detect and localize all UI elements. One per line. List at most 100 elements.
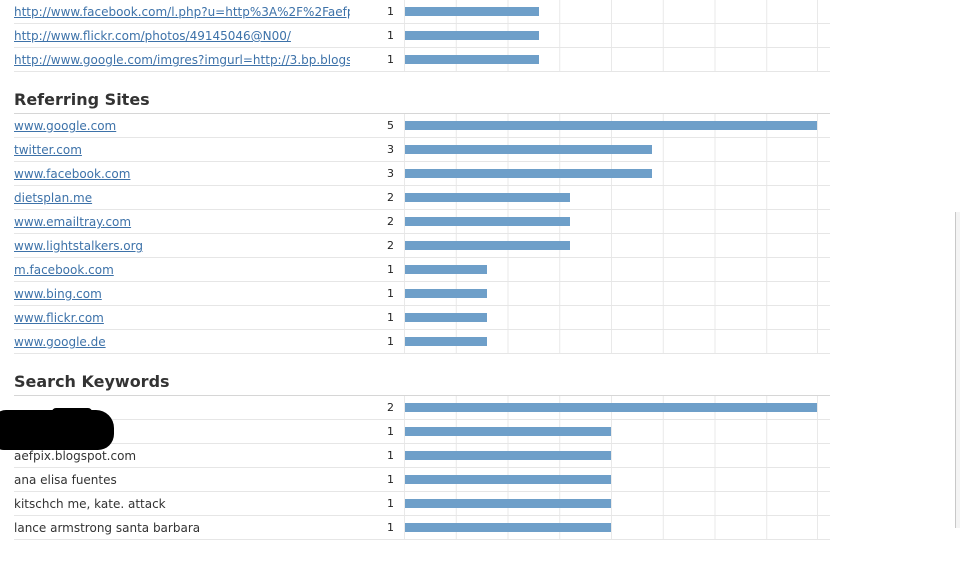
referring-site-bar-track <box>404 306 818 329</box>
referring-site-bar-track <box>404 114 818 137</box>
search-keyword-bar <box>405 403 817 412</box>
referring-site-bar-track <box>404 186 818 209</box>
referring-site-link[interactable]: www.facebook.com <box>14 167 131 181</box>
search-keyword-bar-track <box>404 468 818 491</box>
top-link-link[interactable]: http://www.google.com/imgres?imgurl=http… <box>14 53 350 67</box>
referring-site-bar-track <box>404 330 818 353</box>
search-keyword-row: lance armstrong santa barbara 1 <box>14 516 830 540</box>
referring-site-link[interactable]: www.lightstalkers.org <box>14 239 143 253</box>
referring-site-count: 2 <box>387 239 394 252</box>
referring-site-bar-track <box>404 138 818 161</box>
top-link-count: 1 <box>387 29 394 42</box>
top-link-bar <box>405 7 539 16</box>
referring-site-bar <box>405 337 487 346</box>
top-link-row: http://www.facebook.com/l.php?u=http%3A%… <box>14 0 830 24</box>
redaction-mark <box>0 408 114 450</box>
referring-site-row: www.google.de 1 <box>14 330 830 354</box>
referring-site-bar <box>405 169 652 178</box>
search-keyword-row: kitschch me, kate. attack 1 <box>14 492 830 516</box>
referring-site-row: www.facebook.com 3 <box>14 162 830 186</box>
referring-site-link[interactable]: dietsplan.me <box>14 191 93 205</box>
referring-sites-list: www.google.com 5 twitter.com 3 www.facebook.… <box>14 114 830 354</box>
search-keyword-bar-track <box>404 516 818 539</box>
search-keyword-count: 1 <box>387 425 394 438</box>
top-link-bar <box>405 55 539 64</box>
top-link-bar-track <box>404 0 818 23</box>
referring-sites-heading: Referring Sites <box>14 72 830 114</box>
referring-site-row: m.facebook.com 1 <box>14 258 830 282</box>
referring-site-row: www.google.com 5 <box>14 114 830 138</box>
top-link-count: 1 <box>387 53 394 66</box>
referring-site-bar <box>405 121 817 130</box>
referring-site-bar <box>405 289 487 298</box>
scrollbar[interactable] <box>955 212 960 528</box>
search-keyword-bar-track <box>404 396 818 419</box>
referring-site-row: www.bing.com 1 <box>14 282 830 306</box>
referring-site-row: twitter.com 3 <box>14 138 830 162</box>
search-keyword-bar <box>405 475 611 484</box>
referring-site-count: 3 <box>387 167 394 180</box>
top-link-link[interactable]: http://www.facebook.com/l.php?u=http%3A%… <box>14 5 350 19</box>
top-link-link[interactable]: http://www.flickr.com/photos/49145046@N0… <box>14 29 291 43</box>
referring-site-bar-track <box>404 234 818 257</box>
referring-site-bar <box>405 313 487 322</box>
referring-site-link[interactable]: www.emailtray.com <box>14 215 132 229</box>
search-keyword-bar <box>405 523 611 532</box>
search-keyword-bar-track <box>404 420 818 443</box>
referring-site-bar-track <box>404 210 818 233</box>
search-keyword-label: lance armstrong santa barbara <box>14 521 201 535</box>
referring-site-link[interactable]: www.flickr.com <box>14 311 104 325</box>
search-keyword-bar <box>405 499 611 508</box>
referring-site-bar <box>405 217 570 226</box>
search-keyword-count: 1 <box>387 497 394 510</box>
search-keyword-row: ana elisa fuentes 1 <box>14 468 830 492</box>
referring-site-bar-track <box>404 162 818 185</box>
search-keyword-bar <box>405 427 611 436</box>
search-keyword-label: ana elisa fuentes <box>14 473 117 487</box>
referring-site-link[interactable]: www.google.de <box>14 335 106 349</box>
referring-site-count: 1 <box>387 287 394 300</box>
referring-site-count: 2 <box>387 215 394 228</box>
top-link-bar-track <box>404 48 818 71</box>
search-keywords-list: 2 1 aefpix.blogspot.com 1 ana elisa fuentes 1… <box>14 396 830 540</box>
referring-site-bar <box>405 241 570 250</box>
search-keyword-count: 1 <box>387 473 394 486</box>
top-link-row: http://www.google.com/imgres?imgurl=http… <box>14 48 830 72</box>
referring-site-link[interactable]: www.google.com <box>14 119 117 133</box>
referring-site-count: 1 <box>387 263 394 276</box>
referring-site-row: www.lightstalkers.org 2 <box>14 234 830 258</box>
stats-panel: http://www.facebook.com/l.php?u=http%3A%… <box>14 0 830 540</box>
search-keyword-row: aefpix.blogspot.com 1 <box>14 444 830 468</box>
referring-site-bar <box>405 145 652 154</box>
search-keywords-heading: Search Keywords <box>14 354 830 396</box>
referring-site-link[interactable]: twitter.com <box>14 143 82 157</box>
referring-site-count: 1 <box>387 335 394 348</box>
referring-site-bar-track <box>404 282 818 305</box>
search-keyword-label: kitschch me, kate. attack <box>14 497 166 511</box>
referring-site-bar <box>405 265 487 274</box>
referring-site-row: www.emailtray.com 2 <box>14 210 830 234</box>
top-links-list: http://www.facebook.com/l.php?u=http%3A%… <box>14 0 830 72</box>
search-keyword-count: 2 <box>387 401 394 414</box>
referring-site-bar-track <box>404 258 818 281</box>
top-link-bar-track <box>404 24 818 47</box>
top-link-bar <box>405 31 539 40</box>
referring-site-count: 3 <box>387 143 394 156</box>
search-keyword-row: 2 <box>14 396 830 420</box>
referring-site-row: www.flickr.com 1 <box>14 306 830 330</box>
referring-site-count: 5 <box>387 119 394 132</box>
referring-site-bar <box>405 193 570 202</box>
referring-site-link[interactable]: www.bing.com <box>14 287 102 301</box>
search-keyword-count: 1 <box>387 449 394 462</box>
search-keyword-count: 1 <box>387 521 394 534</box>
search-keyword-bar-track <box>404 492 818 515</box>
top-link-row: http://www.flickr.com/photos/49145046@N0… <box>14 24 830 48</box>
search-keyword-bar <box>405 451 611 460</box>
search-keyword-bar-track <box>404 444 818 467</box>
search-keyword-row: 1 <box>14 420 830 444</box>
referring-site-count: 1 <box>387 311 394 324</box>
top-link-count: 1 <box>387 5 394 18</box>
referring-site-link[interactable]: m.facebook.com <box>14 263 114 277</box>
referring-site-count: 2 <box>387 191 394 204</box>
search-keyword-label: aefpix.blogspot.com <box>14 449 137 463</box>
